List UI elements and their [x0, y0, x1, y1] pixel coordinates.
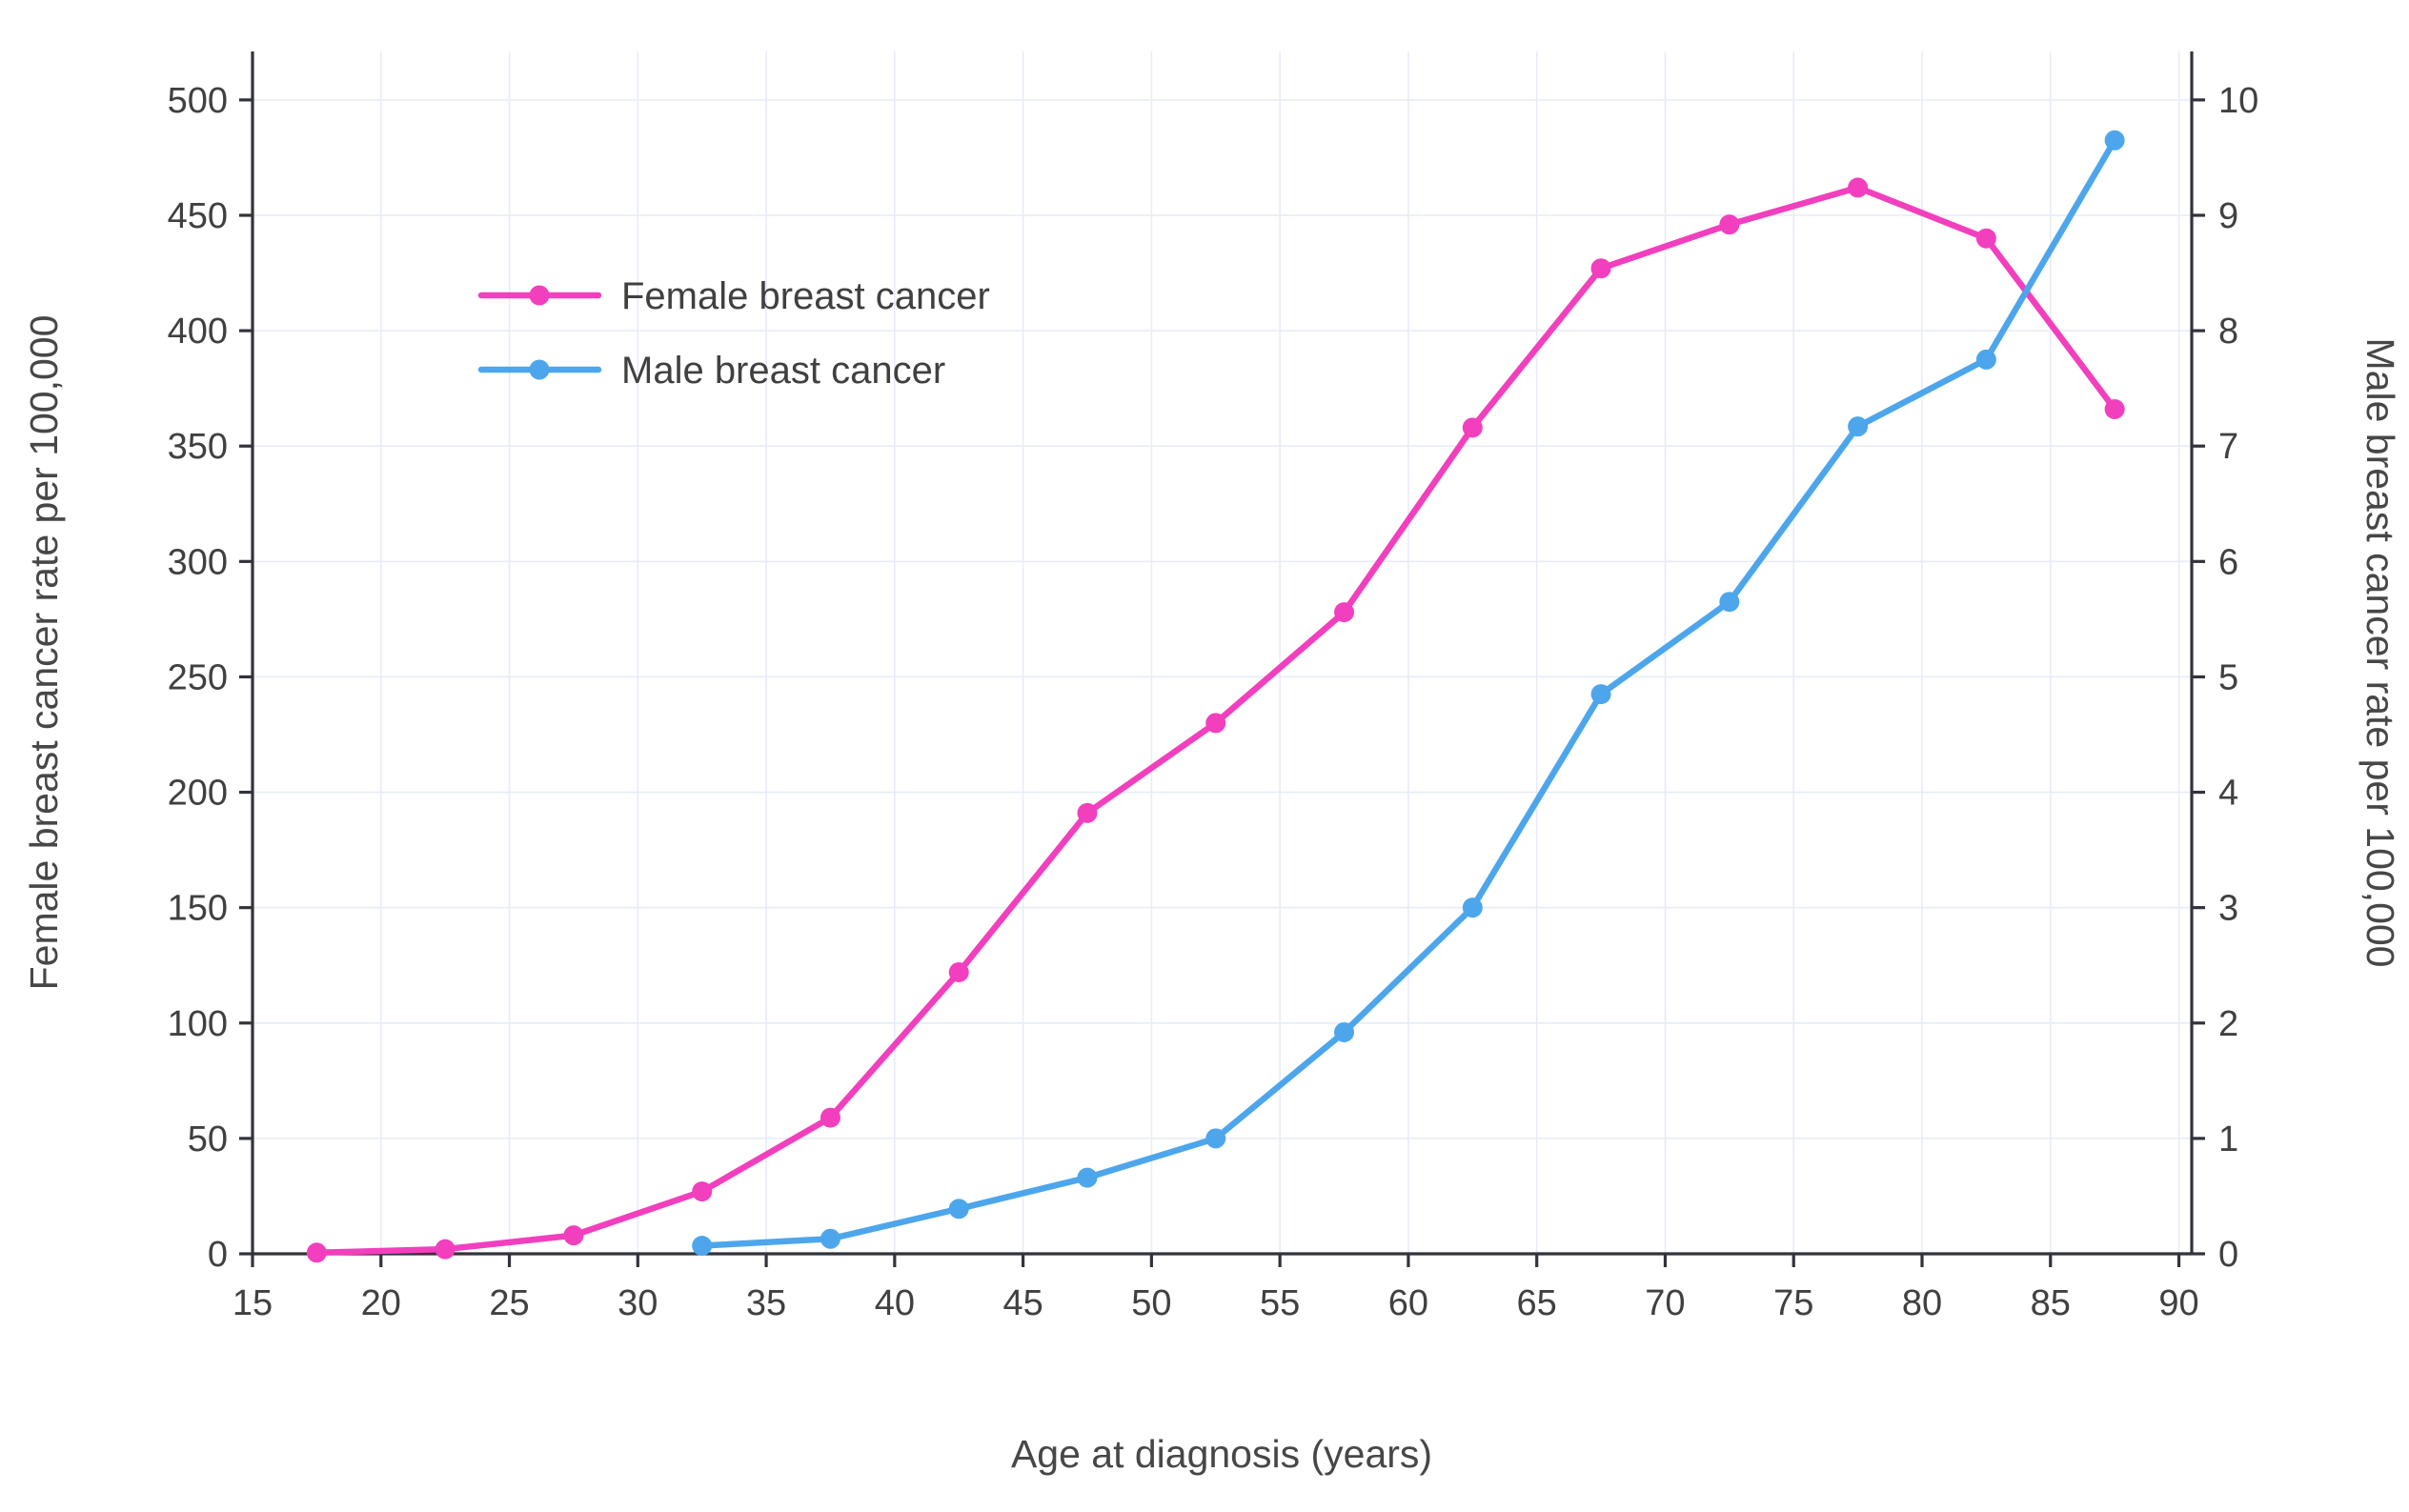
male-series-marker — [1848, 416, 1869, 437]
female-series-marker — [2104, 398, 2125, 419]
data-series — [306, 130, 2125, 1263]
bottom-tick-label: 45 — [1002, 1283, 1043, 1323]
male-series-marker — [1462, 897, 1483, 918]
left-tick-label: 50 — [188, 1119, 228, 1159]
tick-marks — [239, 98, 2205, 1267]
legend: Female breast cancer Male breast cancer — [477, 275, 990, 392]
left-tick-label: 200 — [168, 774, 228, 814]
left-tick-label: 400 — [168, 312, 228, 352]
gridlines — [252, 51, 2192, 1255]
female-series-marker — [1719, 214, 1740, 235]
left-tick-label: 350 — [168, 427, 228, 467]
female-series-marker — [948, 961, 969, 982]
male-series-marker — [1205, 1128, 1226, 1149]
male-series-marker — [1334, 1021, 1355, 1042]
female-series-marker — [1975, 228, 1996, 249]
male-series-marker — [820, 1228, 840, 1249]
right-tick-label: 5 — [2218, 657, 2238, 697]
female-series-marker — [435, 1239, 455, 1260]
right-tick-label: 2 — [2218, 1004, 2238, 1044]
left-tick-label: 450 — [168, 196, 228, 236]
male-series-marker — [1719, 592, 1740, 613]
right-tick-label: 10 — [2218, 81, 2258, 121]
male-series-marker — [948, 1199, 969, 1220]
bottom-tick-label: 50 — [1131, 1283, 1171, 1323]
right-tick-label: 9 — [2218, 196, 2238, 236]
left-tick-label: 250 — [168, 657, 228, 697]
male-series-line — [698, 137, 2118, 1249]
right-tick-label: 0 — [2218, 1235, 2238, 1275]
right-tick-label: 4 — [2218, 774, 2238, 814]
female-series-marker — [306, 1242, 327, 1263]
bottom-tick-label: 60 — [1388, 1283, 1428, 1323]
male-series-marker — [692, 1236, 713, 1257]
right-tick-label: 7 — [2218, 427, 2238, 467]
bottom-tick-label: 25 — [489, 1283, 529, 1323]
female-series-marker — [1077, 802, 1098, 823]
bottom-tick-label: 30 — [617, 1283, 658, 1323]
right-tick-label: 3 — [2218, 889, 2238, 929]
legend-marker-male — [529, 359, 550, 380]
female-series-marker — [1590, 258, 1611, 279]
legend-marker-female — [529, 285, 550, 306]
male-series-marker — [2104, 130, 2125, 151]
bottom-tick-label: 15 — [233, 1283, 273, 1323]
bottom-tick-label: 75 — [1773, 1283, 1813, 1323]
right-tick-label: 8 — [2218, 312, 2238, 352]
right-tick-label: 6 — [2218, 542, 2238, 582]
legend-item-female: Female breast cancer — [477, 275, 990, 317]
female-series-marker — [1462, 417, 1483, 438]
x-axis-title: Age at diagnosis (years) — [1011, 1432, 1432, 1476]
bottom-tick-label: 35 — [746, 1283, 786, 1323]
left-tick-label: 100 — [168, 1004, 228, 1044]
female-series-marker — [1205, 713, 1226, 734]
bottom-tick-label: 40 — [875, 1283, 915, 1323]
bottom-tick-label: 55 — [1260, 1283, 1300, 1323]
bottom-tick-label: 20 — [361, 1283, 401, 1323]
bottom-tick-label: 85 — [2031, 1283, 2071, 1323]
female-series-marker — [563, 1225, 584, 1246]
legend-label-male: Male breast cancer — [621, 350, 945, 392]
axes — [251, 51, 2194, 1256]
female-series-marker — [692, 1181, 713, 1202]
left-tick-label: 500 — [168, 81, 228, 121]
left-y-axis-title: Female breast cancer rate per 100,000 — [22, 315, 66, 991]
legend-item-male: Male breast cancer — [477, 350, 945, 392]
bottom-tick-label: 70 — [1645, 1283, 1685, 1323]
legend-label-female: Female breast cancer — [621, 275, 990, 317]
male-series-marker — [1975, 349, 1996, 370]
bottom-tick-label: 90 — [2158, 1283, 2198, 1323]
left-tick-label: 150 — [168, 889, 228, 929]
bottom-tick-label: 65 — [1517, 1283, 1557, 1323]
right-tick-label: 1 — [2218, 1119, 2238, 1159]
right-y-axis-title: Male breast cancer rate per 100,000 — [2358, 338, 2402, 968]
male-series-marker — [1590, 684, 1611, 705]
female-series-marker — [1334, 602, 1355, 623]
female-series-marker — [1848, 177, 1869, 198]
bottom-tick-label: 80 — [1902, 1283, 1942, 1323]
male-series-marker — [1077, 1167, 1098, 1188]
left-tick-label: 300 — [168, 542, 228, 582]
left-tick-label: 0 — [208, 1235, 228, 1275]
female-series-marker — [820, 1107, 840, 1128]
